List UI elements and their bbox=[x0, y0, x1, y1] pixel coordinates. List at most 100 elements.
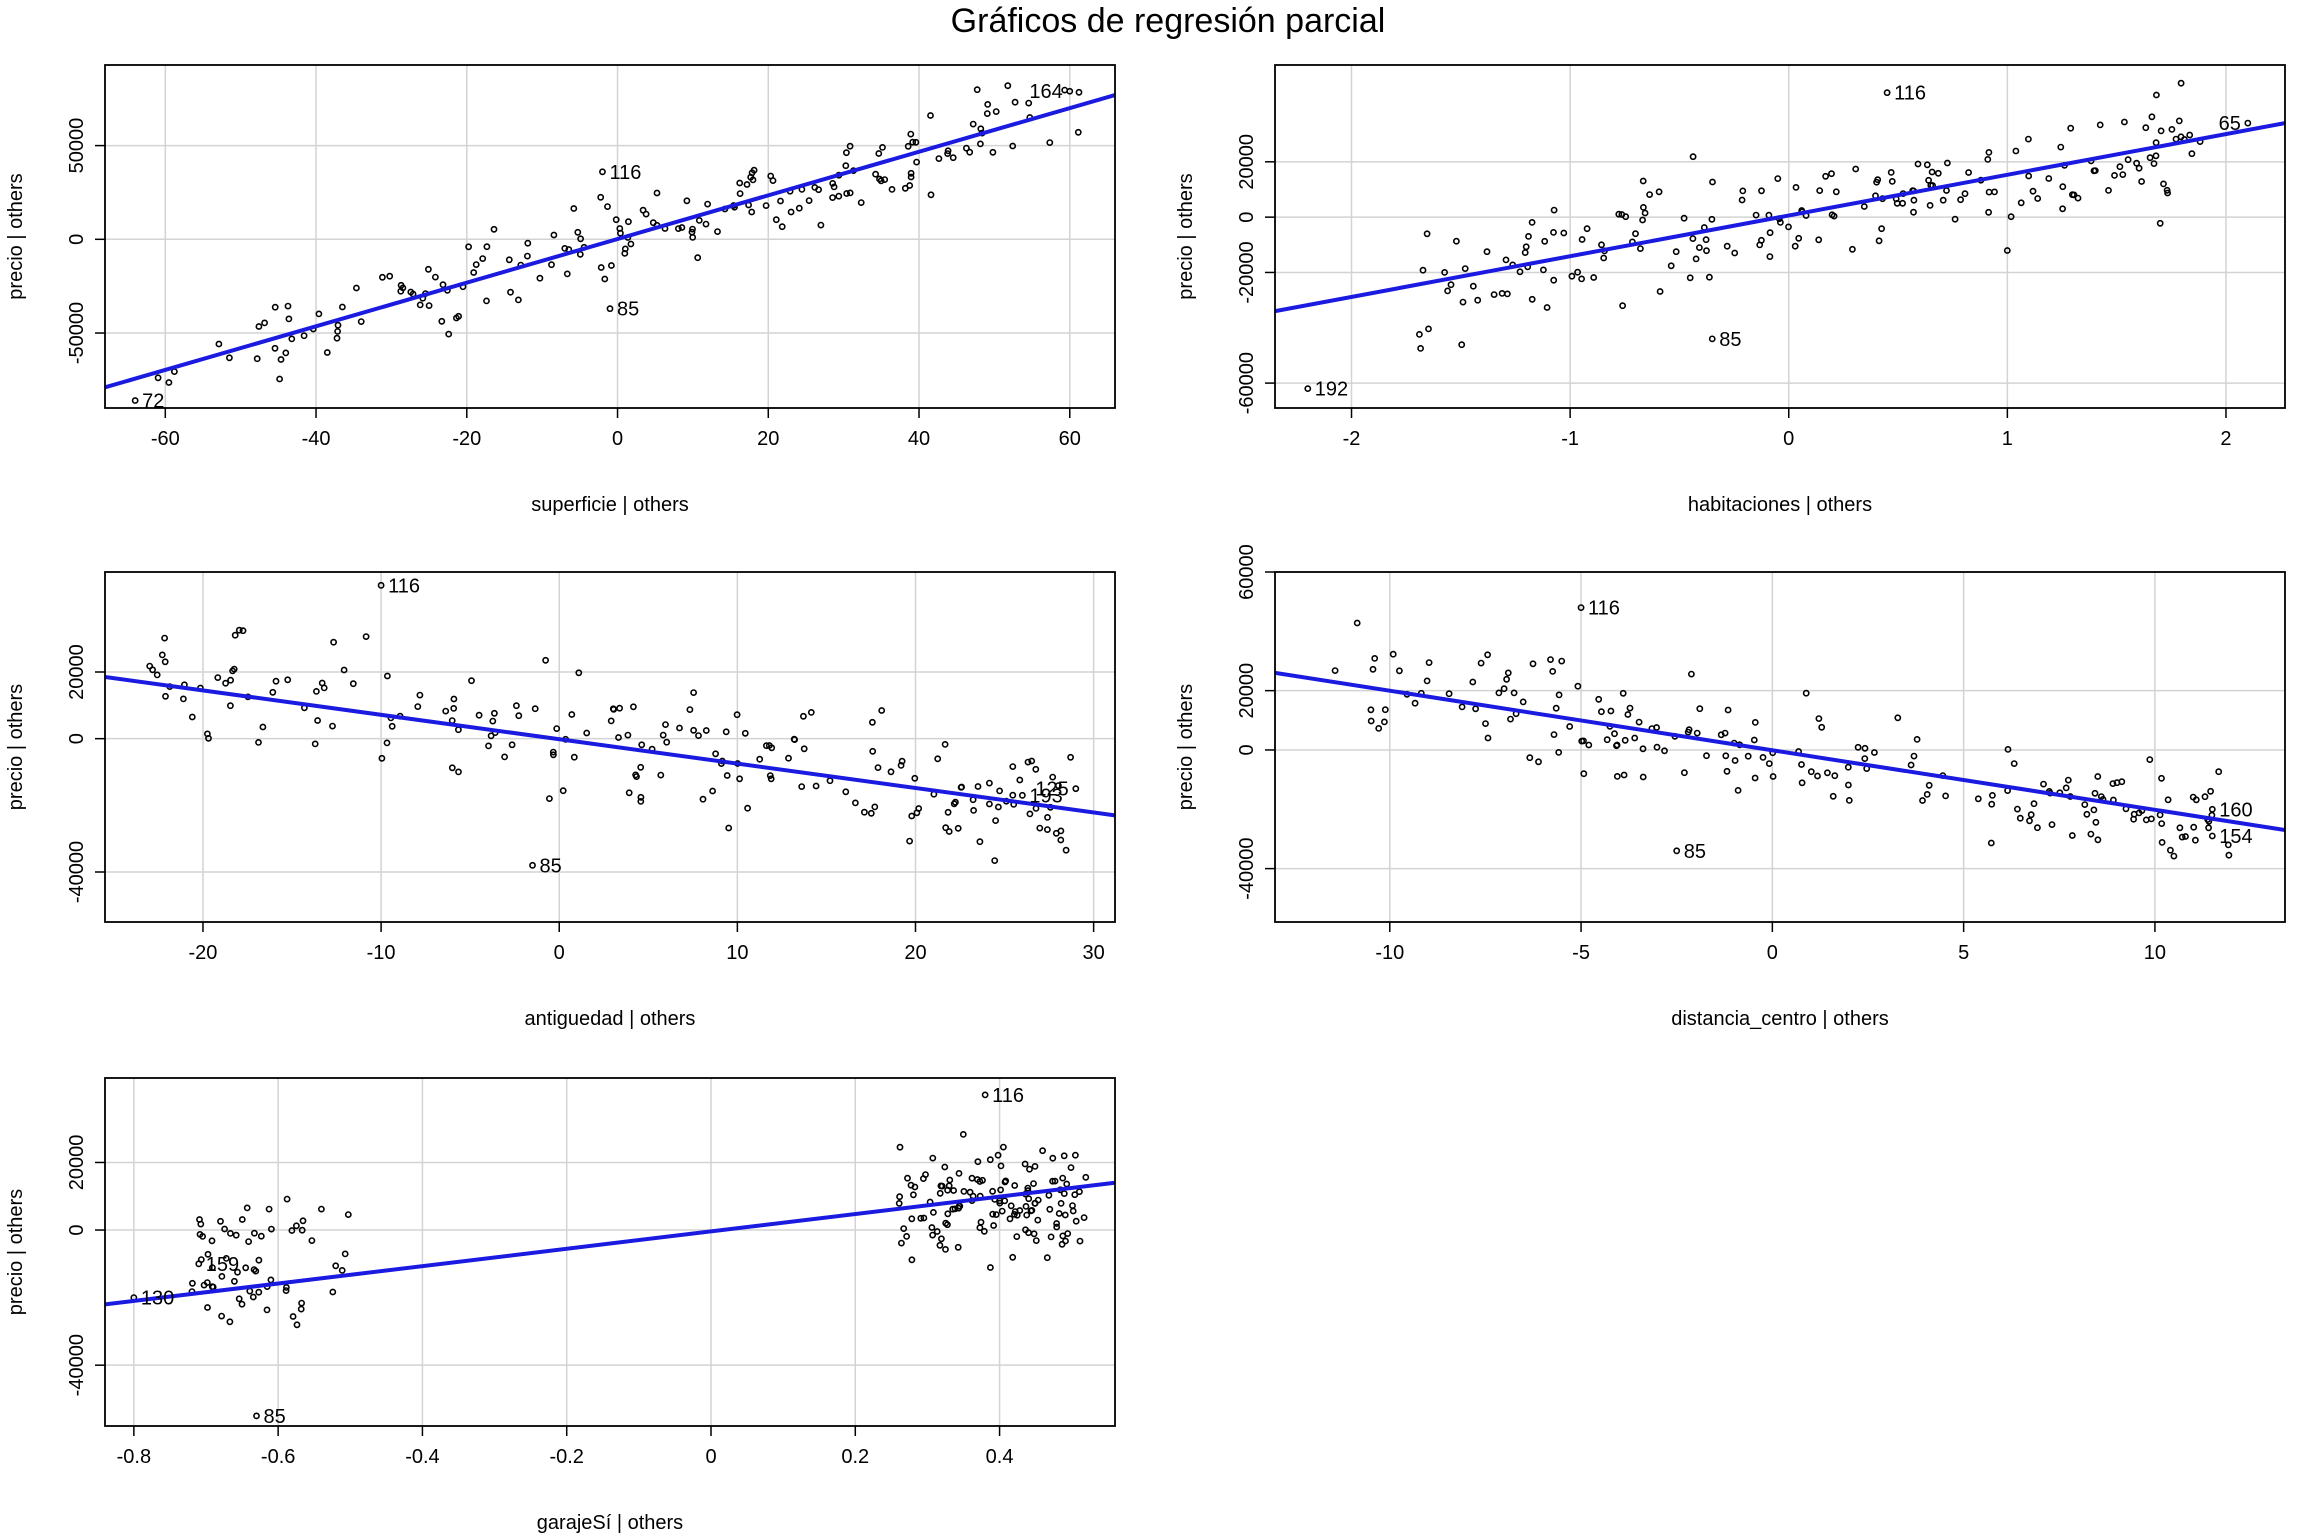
data-point bbox=[888, 185, 896, 193]
x-tick-label: -10 bbox=[367, 942, 396, 964]
data-point bbox=[875, 150, 883, 157]
data-point bbox=[625, 218, 632, 226]
regression-line bbox=[1275, 121, 2285, 314]
data-point bbox=[1058, 1240, 1066, 1248]
data-point bbox=[639, 206, 647, 214]
y-tick-label: 20000 bbox=[66, 1135, 88, 1191]
data-point bbox=[1739, 187, 1747, 195]
data-point bbox=[2191, 836, 2199, 844]
data-point bbox=[912, 138, 920, 146]
data-point bbox=[879, 143, 886, 151]
data-point bbox=[1549, 668, 1557, 675]
data-point bbox=[271, 344, 279, 352]
data-point bbox=[722, 728, 730, 736]
data-point bbox=[942, 1219, 950, 1227]
data-point bbox=[989, 1187, 996, 1195]
data-point bbox=[992, 108, 1000, 115]
data-point bbox=[1942, 792, 1949, 800]
data-point bbox=[992, 1211, 1000, 1218]
data-point bbox=[994, 1151, 1002, 1159]
data-point bbox=[637, 793, 645, 801]
data-point bbox=[234, 1268, 241, 1276]
data-point bbox=[298, 1226, 306, 1234]
data-point bbox=[2064, 776, 2072, 784]
data-point bbox=[1469, 678, 1477, 686]
data-point bbox=[983, 110, 991, 117]
data-point bbox=[1626, 704, 1634, 712]
data-point bbox=[2119, 171, 2127, 178]
data-point bbox=[1907, 761, 1915, 769]
data-point bbox=[612, 216, 620, 224]
data-point bbox=[1887, 168, 1895, 176]
point-label: 116 bbox=[388, 575, 420, 597]
data-point bbox=[550, 751, 557, 759]
data-point bbox=[920, 1214, 928, 1222]
data-point bbox=[2067, 124, 2075, 132]
data-point bbox=[235, 626, 243, 634]
data-point bbox=[283, 1195, 291, 1203]
data-point bbox=[378, 754, 386, 762]
data-point bbox=[927, 191, 935, 199]
data-point bbox=[2168, 125, 2176, 133]
data-point bbox=[835, 192, 843, 200]
x-tick-label: 0.2 bbox=[841, 1446, 869, 1468]
data-point bbox=[1919, 797, 1926, 804]
x-tick-label: 30 bbox=[1082, 942, 1104, 964]
data-point bbox=[2177, 79, 2185, 87]
data-point bbox=[1815, 236, 1823, 244]
data-point bbox=[208, 1283, 216, 1291]
data-point bbox=[991, 857, 999, 864]
data-point bbox=[468, 677, 475, 685]
data-point bbox=[1516, 268, 1524, 276]
data-point bbox=[1061, 1211, 1069, 1219]
data-point bbox=[1046, 1205, 1054, 1213]
data-point bbox=[933, 1228, 941, 1235]
data-point bbox=[1021, 1160, 1029, 1168]
data-point bbox=[741, 729, 749, 737]
data-point bbox=[378, 273, 386, 281]
data-point bbox=[769, 177, 777, 184]
data-point bbox=[992, 817, 999, 824]
data-point bbox=[936, 1189, 944, 1197]
data-point bbox=[2014, 805, 2021, 813]
data-point bbox=[215, 340, 223, 348]
data-point bbox=[2166, 846, 2174, 854]
labeled-point bbox=[1883, 89, 1891, 97]
data-point bbox=[1653, 724, 1660, 731]
data-point bbox=[763, 742, 770, 750]
data-point bbox=[1036, 824, 1044, 832]
data-point bbox=[2062, 784, 2070, 792]
data-point bbox=[2152, 152, 2160, 160]
data-point bbox=[386, 272, 394, 280]
data-point bbox=[777, 197, 784, 205]
data-point bbox=[218, 1312, 225, 1320]
data-point bbox=[416, 301, 424, 309]
data-point bbox=[472, 261, 480, 268]
data-point bbox=[632, 771, 639, 779]
data-point bbox=[1568, 272, 1576, 280]
data-point bbox=[1076, 1237, 1084, 1245]
data-point bbox=[2158, 774, 2165, 782]
data-point bbox=[913, 158, 920, 166]
data-point bbox=[515, 296, 522, 304]
data-point bbox=[699, 795, 707, 803]
data-point bbox=[225, 354, 233, 362]
data-point bbox=[950, 1187, 957, 1194]
data-point bbox=[637, 798, 645, 805]
data-point bbox=[1009, 1253, 1017, 1261]
data-point bbox=[2215, 768, 2223, 776]
data-point bbox=[1590, 274, 1598, 281]
data-point bbox=[1030, 1230, 1038, 1238]
data-point bbox=[689, 225, 696, 233]
data-point bbox=[249, 1293, 257, 1301]
data-point bbox=[702, 220, 710, 228]
data-point bbox=[1053, 1220, 1060, 1227]
labeled-point bbox=[599, 168, 606, 176]
data-point bbox=[1011, 1182, 1019, 1189]
data-point bbox=[2025, 172, 2033, 180]
data-point bbox=[2120, 118, 2128, 126]
data-point bbox=[800, 745, 808, 753]
data-point bbox=[695, 216, 703, 224]
data-point bbox=[1613, 742, 1620, 750]
data-point bbox=[188, 1279, 196, 1287]
